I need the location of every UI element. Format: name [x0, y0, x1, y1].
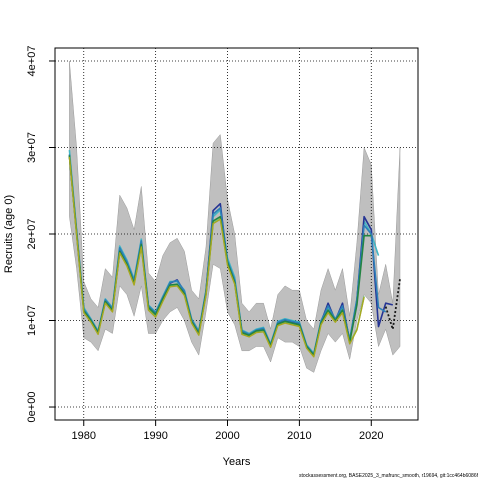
footer-credit: stockassessment.org, BASE2025_3_mafrunc_…	[299, 473, 479, 479]
x-tick-label: 1980	[72, 430, 96, 442]
series-line-6	[68, 155, 372, 356]
x-axis-title: Years	[223, 456, 251, 468]
series-line-4	[384, 278, 401, 331]
y-tick-label: 1e+07	[26, 305, 38, 336]
y-tick-label: 4e+07	[26, 46, 38, 77]
y-axis-title: Recruits (age 0)	[3, 195, 15, 273]
series-layer	[68, 150, 401, 358]
x-tick-label: 2020	[359, 430, 383, 442]
confidence-band	[69, 60, 401, 373]
series-line-7	[68, 156, 365, 358]
x-tick-label: 2010	[287, 430, 311, 442]
grid-layer	[55, 48, 418, 420]
y-tick-label: 2e+07	[26, 219, 38, 250]
x-tick-label: 1990	[143, 430, 167, 442]
y-tick-label: 0e+00	[26, 392, 38, 423]
confidence-band-layer	[69, 60, 401, 373]
x-tick-label: 2000	[215, 430, 239, 442]
y-tick-label: 3e+07	[26, 132, 38, 163]
axes-layer: 1980 1990 2000 2010 2020 0e+00 1e+07 2e+07 3e+07…	[26, 46, 384, 442]
